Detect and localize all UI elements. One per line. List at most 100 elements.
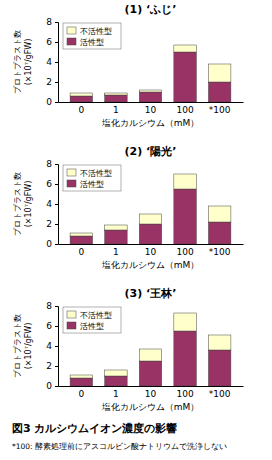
bar-segment <box>208 82 230 102</box>
tick-label: 4 <box>46 341 52 351</box>
tick: 4 <box>46 199 58 209</box>
bar-segment <box>139 90 161 92</box>
tick-label: 100 <box>176 247 193 257</box>
tick: *100 <box>209 386 231 399</box>
axis-line <box>59 386 244 387</box>
tick-label: 4 <box>46 199 52 209</box>
y-axis: 0 2 4 6 8 <box>46 301 58 391</box>
legend-label: 活性型 <box>80 180 104 189</box>
tick: 0 <box>46 381 58 391</box>
tick-label: 0 <box>46 97 52 107</box>
tick: 10 <box>145 244 157 257</box>
tick: 100 <box>176 386 193 399</box>
tick-label: *100 <box>209 105 231 115</box>
tick-mark <box>55 244 58 245</box>
tick-label: 6 <box>46 321 52 331</box>
tick-label: 0 <box>78 389 84 399</box>
tick-mark <box>55 306 58 307</box>
tick-label: 0 <box>78 105 84 115</box>
bar-segment <box>70 93 92 96</box>
tick-label: 0 <box>78 247 84 257</box>
bar-segment <box>139 214 161 224</box>
bar-segment <box>139 92 161 102</box>
x-axis: 0 1 10 100 *100 <box>59 386 244 399</box>
tick: 4 <box>46 57 58 67</box>
figure: (1) ‘ふじ’024680110100*100塩化カルシウム（mM）プロトプラ… <box>0 0 272 460</box>
bar-segment <box>105 370 127 376</box>
tick-label: 10 <box>145 105 157 115</box>
legend-box <box>63 307 121 333</box>
bar-segment <box>208 64 230 82</box>
tick-label: 1 <box>113 105 119 115</box>
legend-label: 不活性型 <box>80 311 112 320</box>
tick-label: 8 <box>46 159 52 169</box>
tick-mark <box>55 62 58 63</box>
bar-segment <box>70 375 92 378</box>
x-axis-title: 塩化カルシウム（mM） <box>101 260 200 270</box>
axis-line <box>55 307 59 387</box>
legend-swatch <box>67 180 76 187</box>
y-axis: 0 2 4 6 8 <box>46 17 58 107</box>
legend-label: 不活性型 <box>80 27 112 36</box>
bar-segment <box>174 313 196 331</box>
legend-swatch <box>67 322 76 329</box>
bar-segment <box>105 93 127 95</box>
panel: (2) ‘陽光’024680110100*100塩化カルシウム（mM）プロトプラ… <box>13 145 244 270</box>
tick: 4 <box>46 341 58 351</box>
title: (2) ‘陽光’ <box>125 145 177 158</box>
bar-segment <box>70 378 92 386</box>
bar-segment <box>208 335 230 350</box>
title: (3) ‘王林’ <box>125 287 177 300</box>
y-axis-title: プロトプラスト数 <box>13 314 22 378</box>
tick: 0 <box>46 239 58 249</box>
tick-label: 10 <box>145 389 157 399</box>
tick-label: 2 <box>46 77 52 87</box>
tick-label: 10 <box>145 247 157 257</box>
tick: 8 <box>46 17 58 27</box>
bars <box>70 45 231 102</box>
legend-swatch <box>67 38 76 45</box>
axis-line <box>59 102 244 103</box>
bar-segment <box>70 96 92 102</box>
legend-swatch <box>67 27 76 34</box>
bar-segment <box>174 331 196 386</box>
legend-label: 活性型 <box>80 322 104 331</box>
bar-segment <box>174 45 196 52</box>
legend: 不活性型活性型 <box>63 165 121 191</box>
tick-mark <box>55 82 58 83</box>
y-axis-title: (×10⁷/gFW) <box>24 181 33 228</box>
legend: 不活性型活性型 <box>63 307 121 333</box>
legend-box <box>63 165 121 191</box>
title: (1) ‘ふじ’ <box>125 3 177 16</box>
tick: 8 <box>46 301 58 311</box>
tick: 0 <box>46 97 58 107</box>
tick: 1 <box>113 244 119 257</box>
tick: 10 <box>145 102 157 115</box>
tick: 100 <box>176 244 193 257</box>
bar-segment <box>70 233 92 236</box>
tick: 8 <box>46 159 58 169</box>
bars <box>70 174 231 244</box>
tick-mark <box>55 386 58 387</box>
tick: *100 <box>209 102 231 115</box>
tick: 6 <box>46 37 58 47</box>
tick-mark <box>55 22 58 23</box>
axis-line <box>55 23 59 103</box>
tick-label: 6 <box>46 179 52 189</box>
tick: 6 <box>46 321 58 331</box>
y-axis-title: プロトプラスト数 <box>13 30 22 94</box>
tick-label: 1 <box>113 389 119 399</box>
bar-segment <box>139 349 161 361</box>
bar-segment <box>208 206 230 222</box>
tick: 2 <box>46 361 58 371</box>
x-axis: 0110100*100 <box>59 102 244 115</box>
y-axis-title: プロトプラスト数 <box>13 172 22 236</box>
tick-label: 100 <box>176 389 193 399</box>
tick: 10 <box>145 386 157 399</box>
bar-segment <box>70 236 92 244</box>
y-axis: 02468 <box>46 159 58 249</box>
bar-segment <box>174 174 196 189</box>
tick: 0 <box>78 244 84 257</box>
tick-mark <box>55 102 58 103</box>
axis-line <box>55 165 59 245</box>
